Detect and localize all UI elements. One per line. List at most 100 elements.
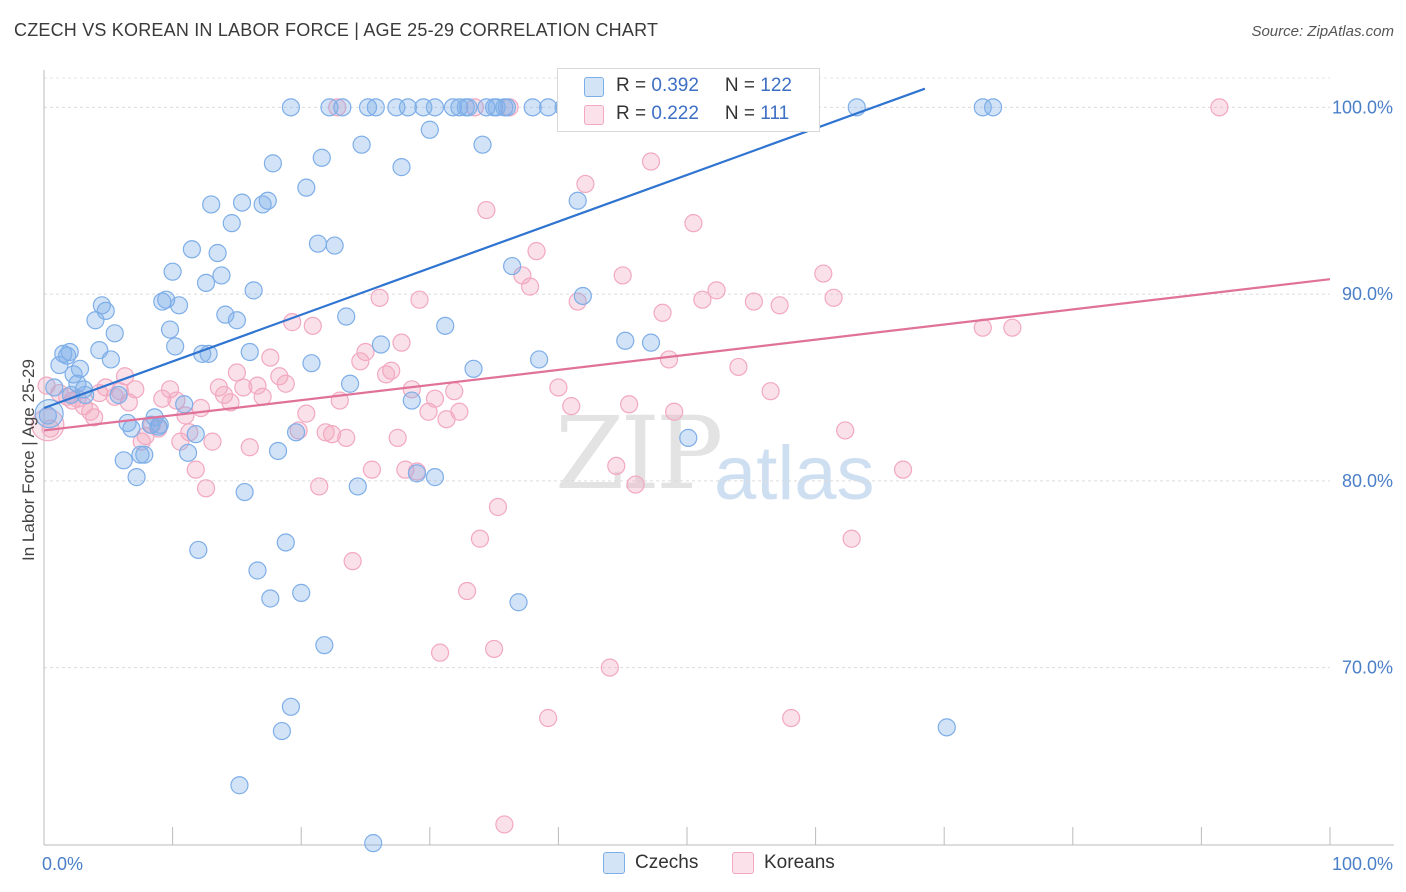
legend-item-czechs[interactable]: Czechs	[603, 852, 698, 874]
czech-point	[166, 337, 185, 356]
czech-point	[443, 98, 463, 117]
czech-r-label: R =	[616, 75, 652, 96]
czech-point	[114, 451, 133, 470]
czech-point	[45, 378, 64, 397]
x-tick-label-min: 0.0%	[42, 854, 83, 874]
czech-point	[509, 593, 528, 612]
czech-point	[232, 193, 252, 212]
czech-point	[189, 540, 208, 560]
korean-point	[450, 402, 469, 421]
korean-point	[227, 363, 246, 382]
chart-title: CZECH VS KOREAN IN LABOR FORCE | AGE 25-…	[14, 20, 659, 40]
korean-point	[495, 815, 514, 834]
czech-point	[135, 445, 154, 464]
czech-n-label: N =	[724, 75, 761, 96]
korean-point	[814, 264, 833, 283]
czech-point	[286, 423, 306, 442]
korean-point	[576, 174, 595, 194]
korean-point	[641, 152, 661, 171]
czech-point	[523, 98, 542, 117]
czech-point-cluster	[34, 399, 64, 429]
czech-point	[240, 342, 259, 362]
czech-point	[131, 445, 150, 464]
korean-point	[430, 643, 450, 662]
y-tick-label: 90.0%	[1342, 284, 1393, 304]
korean-point	[425, 389, 445, 408]
czech-point	[258, 191, 277, 210]
czech-points	[34, 98, 1003, 853]
czech-point	[175, 395, 194, 414]
czech-point	[464, 359, 483, 378]
czech-point	[425, 98, 445, 117]
y-tick-label: 70.0%	[1342, 658, 1393, 678]
legend-label-koreans: Koreans	[764, 852, 835, 873]
korean-point	[457, 581, 477, 601]
korean-point	[693, 290, 712, 309]
czech-point	[333, 98, 352, 117]
korean-point	[620, 395, 639, 414]
czech-point	[86, 311, 105, 330]
czech-point	[212, 266, 231, 285]
czech-point	[315, 636, 334, 655]
czech-point	[96, 301, 115, 321]
korean-point	[328, 98, 347, 117]
korean-point	[684, 214, 703, 233]
korean-r-label: R =	[616, 103, 652, 124]
czech-point	[477, 98, 496, 117]
korean-point	[1003, 318, 1022, 337]
korean-point	[824, 288, 843, 307]
czech-point	[150, 415, 169, 434]
korean-point	[303, 316, 322, 335]
axes	[43, 70, 1394, 846]
korean-point	[356, 342, 375, 362]
korean-point	[382, 361, 401, 380]
korean-point	[1210, 98, 1229, 117]
czech-point	[371, 335, 391, 354]
korean-point	[351, 352, 370, 371]
korean-point	[562, 397, 581, 416]
czech-point	[178, 443, 198, 462]
korean-points	[31, 98, 1229, 834]
legend-item-koreans[interactable]: Koreans	[732, 852, 835, 874]
czech-point	[325, 236, 344, 255]
czech-point	[292, 583, 311, 602]
czech-point	[937, 718, 956, 737]
korean-point	[221, 393, 240, 412]
czech-point	[392, 158, 411, 177]
korean-point	[392, 333, 411, 352]
czech-legend-row: R = 0.392 N = 122	[616, 73, 792, 99]
koreans-swatch	[732, 852, 754, 874]
korean-point	[253, 387, 272, 406]
czech-point	[352, 135, 371, 154]
czech-point	[222, 214, 241, 233]
korean-point	[203, 432, 222, 451]
czech-point	[641, 333, 661, 352]
korean-trend-line	[43, 278, 1331, 432]
korean-legend-swatch	[584, 105, 604, 125]
korean-point	[85, 408, 104, 427]
korean-point	[343, 552, 362, 571]
czech-point	[348, 477, 367, 496]
czech-point	[196, 273, 216, 292]
czech-point	[244, 281, 263, 300]
czech-point	[358, 98, 378, 117]
korean-point	[470, 529, 490, 548]
czech-n-value: 122	[760, 75, 792, 96]
tick-labels: 70.0% 80.0% 90.0% 100.0% 0.0% 100.0%	[42, 97, 1393, 874]
korean-point	[539, 708, 558, 728]
korean-point	[322, 425, 342, 444]
korean-point	[297, 404, 316, 423]
czech-point	[202, 195, 221, 214]
korean-point	[761, 382, 780, 401]
czech-point	[169, 296, 189, 315]
korean-point	[836, 421, 855, 440]
czech-point	[420, 120, 439, 139]
legend-label-czechs: Czechs	[635, 852, 699, 873]
y-tick-label: 80.0%	[1342, 471, 1393, 491]
czech-point	[425, 468, 445, 487]
series-legend: Czechs Koreans	[0, 852, 1406, 876]
czech-point	[497, 98, 517, 117]
y-tick-label: 100.0%	[1332, 97, 1393, 117]
czech-point	[60, 342, 79, 362]
czech-point	[235, 482, 254, 502]
